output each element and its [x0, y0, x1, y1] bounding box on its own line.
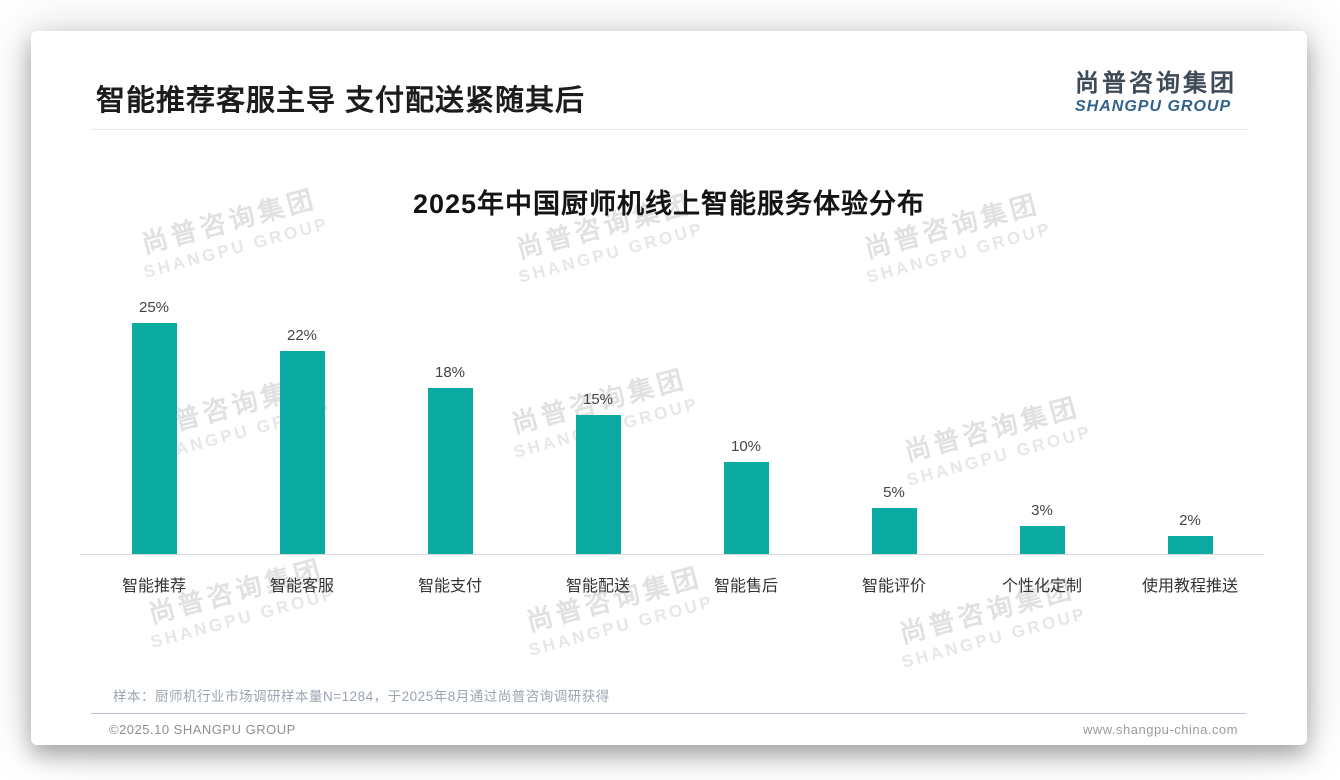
bar-chart: 25% 22% 18% 15% 10% 5% 3% 2% 智能推荐 智能客服 智能支付 智能配送 智能… — [80, 281, 1264, 596]
category-label: 个性化定制 — [1001, 578, 1082, 595]
sample-note: 样本：厨师机行业市场调研样本量N=1284，于2025年8月通过尚普咨询调研获得 — [113, 689, 610, 704]
bar-group: 2% — [1116, 512, 1264, 554]
bar-value-label: 3% — [1031, 502, 1053, 519]
bar-group: 3% — [968, 502, 1116, 554]
website-url: www.shangpu-china.com — [1082, 722, 1238, 737]
chart-title: 2025年中国厨师机线上智能服务体验分布 — [412, 188, 926, 219]
header-divider — [91, 128, 1247, 130]
footer: ©2025.10 SHANGPU GROUP www.shangpu-china… — [109, 722, 1238, 737]
brand-logo: 尚普咨询集团 SHANGPU GROUP — [1075, 70, 1237, 119]
bar — [575, 415, 621, 554]
bar-value-label: 22% — [286, 327, 318, 344]
bar — [279, 351, 325, 554]
category-label: 使用教程推送 — [1141, 578, 1238, 595]
bar — [131, 323, 177, 554]
category-label: 智能售后 — [713, 578, 778, 595]
bar-value-label: 25% — [138, 299, 170, 316]
bar-group: 25% — [80, 299, 228, 554]
bar-group: 15% — [524, 391, 672, 554]
category-label: 智能推荐 — [121, 578, 186, 595]
bar-group: 5% — [820, 484, 968, 554]
bar-value-label: 15% — [582, 391, 614, 408]
bar — [871, 508, 917, 554]
bar — [427, 388, 473, 554]
category-label: 智能客服 — [269, 578, 334, 595]
bar — [1019, 526, 1065, 554]
page-title: 智能推荐客服主导 支付配送紧随其后 — [96, 84, 586, 117]
bar-value-label: 10% — [730, 438, 762, 455]
bar-group: 10% — [672, 438, 820, 554]
category-labels-row: 智能推荐 智能客服 智能支付 智能配送 智能售后 智能评价 个性化定制 使用教程推送 — [80, 555, 1264, 596]
footer-divider — [91, 713, 1246, 714]
category-label: 智能支付 — [417, 578, 482, 595]
bar-value-label: 5% — [883, 484, 905, 501]
bar — [723, 462, 769, 554]
bars-row: 25% 22% 18% 15% 10% 5% 3% 2% — [80, 281, 1264, 554]
category-label: 智能评价 — [861, 578, 926, 595]
header: 智能推荐客服主导 支付配送紧随其后 尚普咨询集团 SHANGPU GROUP — [31, 31, 1307, 119]
brand-logo-cn: 尚普咨询集团 — [1075, 70, 1237, 97]
bar-group: 18% — [376, 364, 524, 554]
brand-logo-en: SHANGPU GROUP — [1075, 98, 1232, 116]
bar-value-label: 18% — [434, 364, 466, 381]
x-axis-line — [80, 554, 1264, 555]
copyright-text: ©2025.10 SHANGPU GROUP — [109, 722, 296, 737]
bar — [1167, 536, 1213, 554]
report-card: 尚普咨询集团 SHANGPU GROUP 尚普咨询集团 SHANGPU GROUP 尚普… — [31, 31, 1307, 745]
category-label: 智能配送 — [565, 578, 630, 595]
bar-group: 22% — [228, 327, 376, 554]
bar-value-label: 2% — [1179, 512, 1201, 529]
